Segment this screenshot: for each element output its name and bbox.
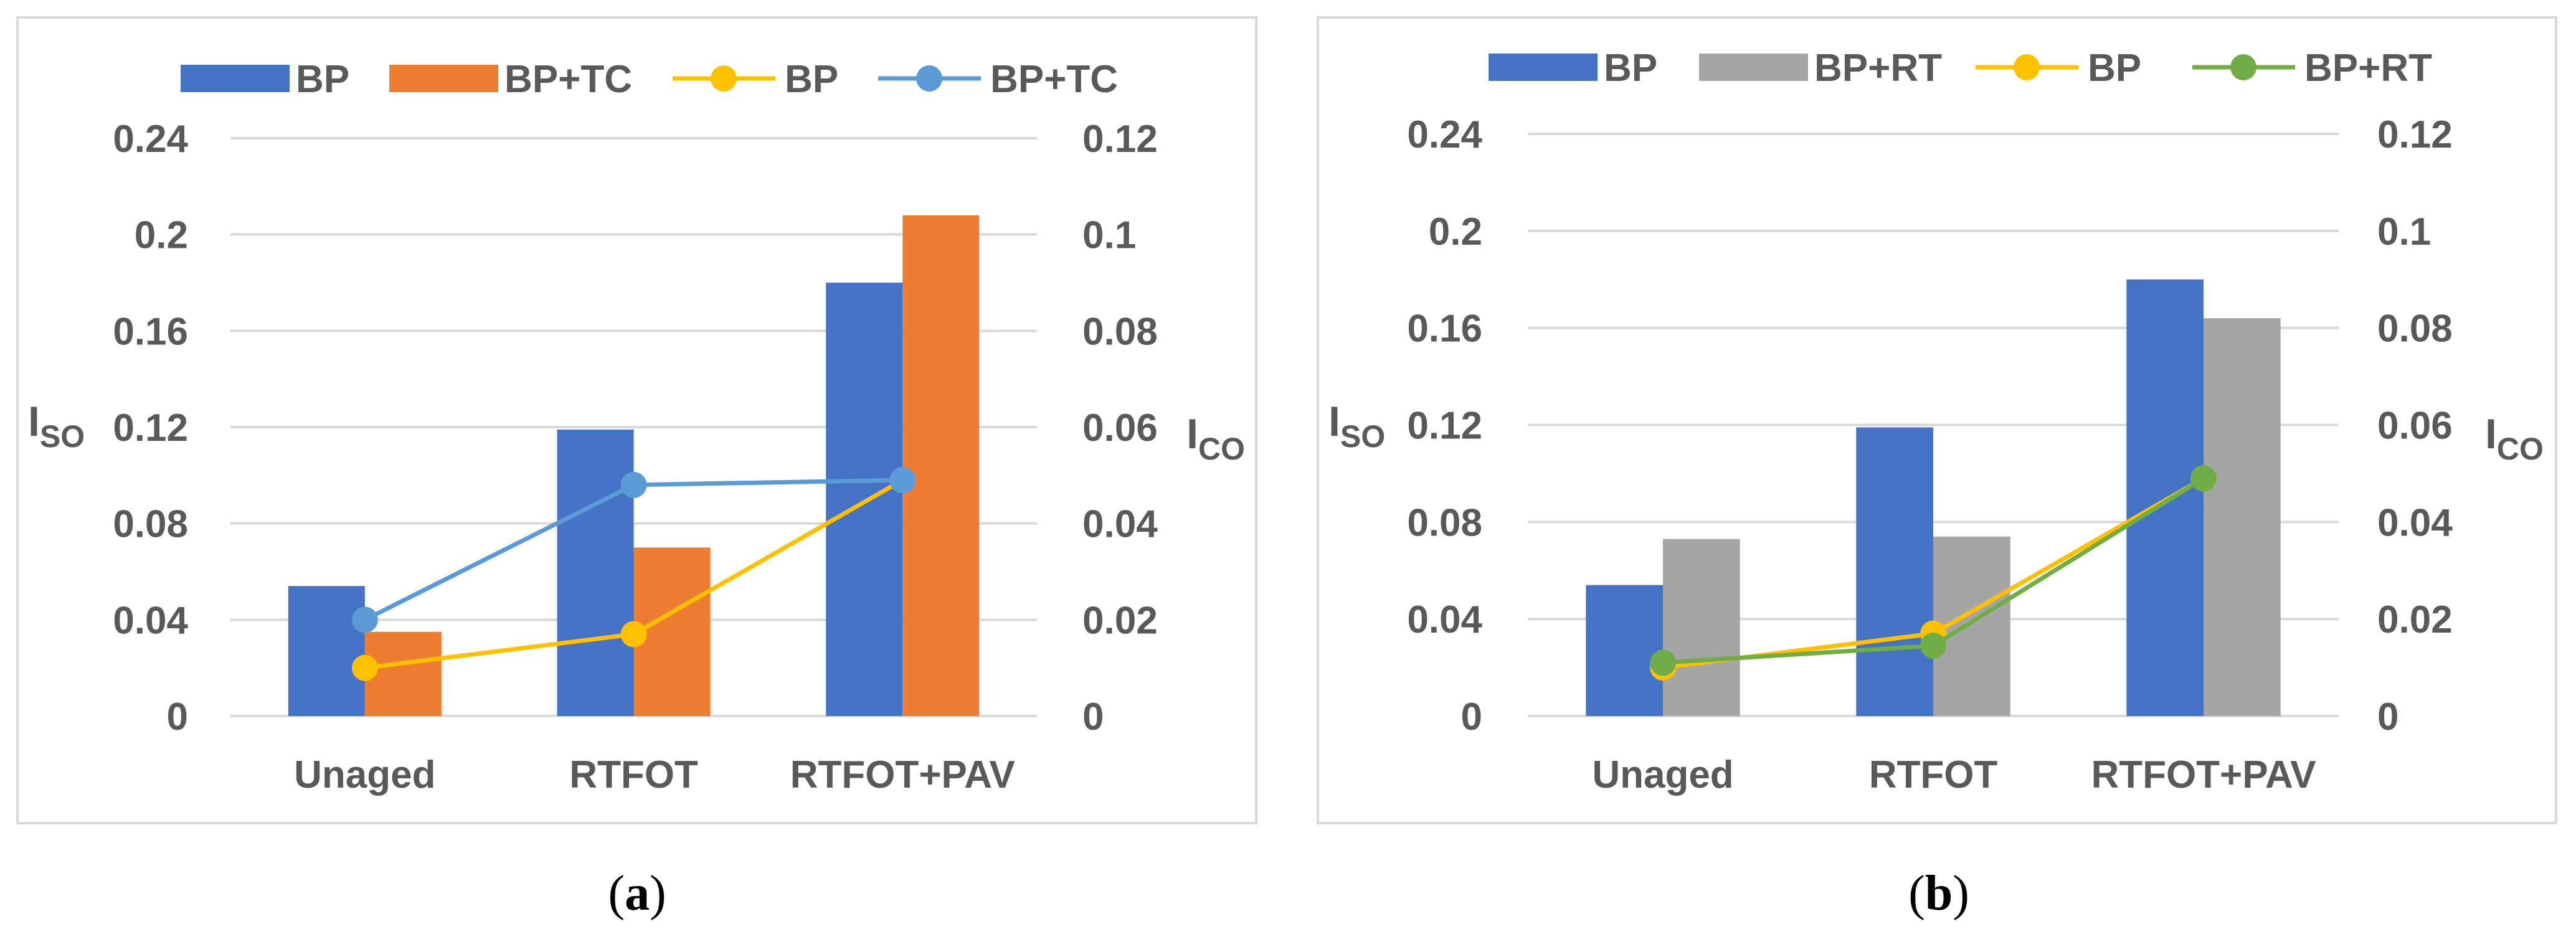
ylabel-left-sub-a: SO [40,419,85,454]
legend-label-a-3: BP+TC [990,58,1118,101]
caption-b-open: ( [1908,866,1925,921]
marker-a-series-1-2 [889,467,916,494]
ytick-right-a-0: 0 [1082,696,1104,738]
legend-marker-a-3 [916,65,942,92]
ytick-left-a-4: 0.16 [113,310,188,353]
bar-b-bp-rt-0 [1663,539,1740,716]
caption-a: (a) [544,865,731,922]
ytick-right-b-1: 0.02 [2377,598,2453,641]
category-label-b-2: RTFOT+PAV [2091,753,2316,796]
ytick-left-b-4: 0.16 [1407,308,1482,351]
caption-b: (b) [1845,865,2032,922]
bar-a-bp-0 [288,586,365,716]
ytick-left-b-3: 0.12 [1407,405,1482,448]
ytick-left-a-3: 0.12 [113,407,188,450]
caption-b-letter: b [1925,866,1953,921]
ytick-left-a-1: 0.04 [113,599,188,642]
ytick-left-a-2: 0.08 [113,503,188,546]
ytick-left-b-2: 0.08 [1407,501,1482,544]
legend-swatch-b-0 [1489,54,1598,81]
caption-a-open: ( [608,866,625,921]
category-label-b-1: RTFOT [1869,753,1998,796]
ytick-right-a-2: 0.04 [1082,503,1158,546]
marker-a-series-1-1 [620,471,647,498]
ytick-right-b-2: 0.04 [2377,501,2453,544]
bar-a-bp-tc-0 [364,631,442,716]
marker-b-series-1-0 [1650,649,1676,676]
ytick-right-b-6: 0.12 [2377,113,2453,156]
category-label-a-1: RTFOT [569,753,698,796]
legend-swatch-b-1 [1699,54,1808,81]
ytick-right-a-4: 0.08 [1082,310,1158,353]
ytick-left-b-5: 0.2 [1429,210,1482,253]
ylabel-right-b: ICO [2485,410,2544,466]
ytick-right-b-0: 0 [2377,696,2398,738]
bar-a-bp-2 [826,283,903,716]
ytick-right-a-5: 0.1 [1082,214,1136,257]
legend-label-b-0: BP [1604,47,1657,90]
ylabel-left-sub-b: SO [1340,419,1385,454]
legend-swatch-a-1 [389,65,498,92]
category-label-a-2: RTFOT+PAV [790,753,1015,796]
marker-a-series-0-0 [351,654,378,681]
ytick-left-a-0: 0 [167,696,188,738]
legend-marker-b-3 [2230,54,2256,80]
ytick-right-b-5: 0.1 [2377,210,2431,253]
marker-a-series-1-0 [351,606,378,633]
ytick-right-a-1: 0.02 [1082,599,1158,642]
ytick-right-a-6: 0.12 [1082,118,1158,161]
ylabel-right-a: ICO [1186,410,1245,466]
ytick-left-b-6: 0.24 [1407,113,1482,156]
bar-b-bp-rt-2 [2204,318,2281,716]
marker-b-series-1-2 [2190,465,2217,492]
bar-a-bp-tc-2 [902,215,980,716]
bar-a-bp-1 [557,429,634,716]
category-label-a-0: Unaged [294,753,435,796]
ytick-left-a-5: 0.2 [135,214,188,257]
ytick-left-b-1: 0.04 [1407,598,1482,641]
caption-b-close: ) [1953,866,1969,921]
marker-a-series-0-1 [620,621,647,648]
legend-label-b-2: BP [2088,47,2141,90]
ylabel-left-b: ISO [1328,398,1385,454]
legend-label-b-3: BP+RT [2304,47,2432,90]
ylabel-right-sub-a: CO [1198,431,1245,466]
ylabel-left-a: ISO [28,398,85,454]
bar-b-bp-2 [2126,279,2204,716]
marker-b-series-1-1 [1920,633,1946,659]
legend-swatch-a-0 [181,65,290,92]
ytick-left-a-6: 0.24 [113,118,188,161]
legend-marker-a-2 [711,65,737,92]
ytick-right-b-4: 0.08 [2377,308,2453,351]
caption-a-close: ) [650,866,666,921]
ytick-right-b-3: 0.06 [2377,405,2453,448]
bar-b-bp-1 [1856,427,1933,716]
legend-label-a-0: BP [296,58,349,101]
legend-label-a-2: BP [785,58,838,101]
ytick-right-a-3: 0.06 [1082,407,1158,450]
legend-label-b-1: BP+RT [1814,47,1942,90]
category-label-b-0: Unaged [1592,753,1733,796]
caption-a-letter: a [625,866,650,921]
legend-marker-b-2 [2014,54,2040,80]
bar-b-bp-0 [1586,585,1663,716]
legend-label-a-1: BP+TC [504,58,632,101]
ylabel-right-sub-b: CO [2497,431,2544,466]
ytick-left-b-0: 0 [1461,696,1482,738]
